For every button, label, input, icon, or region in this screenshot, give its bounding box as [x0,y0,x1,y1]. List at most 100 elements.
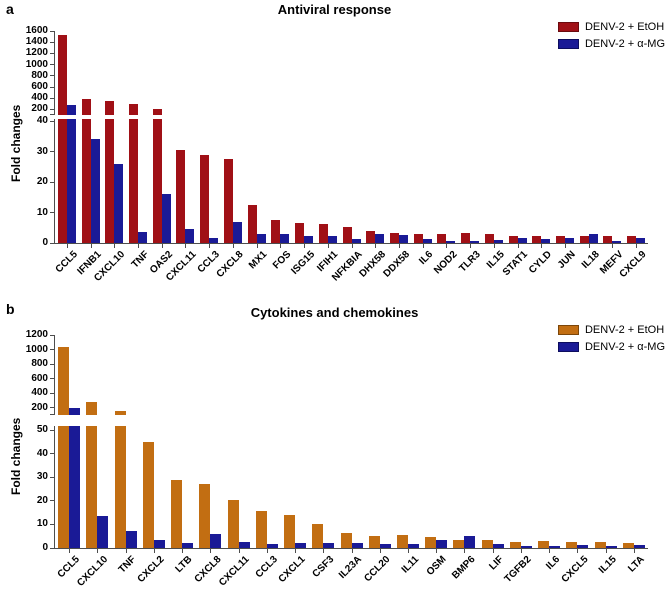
bar-cxcl11-etoh [227,499,239,548]
bar-ifih1-etoh [318,223,328,243]
bar-osm-amg [436,540,448,548]
x-category-label: JUN [555,249,578,271]
bar-cxcl8-etoh [223,159,233,243]
bar-upper-ccl5-amg [69,407,81,415]
legend-item-etoh: DENV-2 + EtOH [557,324,665,336]
legend-item-amg: DENV-2 + α-MG [557,341,665,353]
y-axis-upper [54,31,55,115]
y-tick-label: 400 [31,387,48,399]
bar-upper-ccl5-etoh [57,35,67,115]
legend-item-etoh: DENV-2 + EtOH [557,21,665,33]
x-tick [351,549,353,553]
x-tick [492,549,494,553]
x-tick [66,244,68,248]
bar-il6-etoh [413,233,423,243]
y-tick [50,429,55,431]
bar-tnf-amg [125,531,137,548]
y-tick [50,30,55,32]
y-tick [50,242,55,244]
x-tick [125,549,127,553]
panel-letter-b: b [6,301,15,317]
x-category-label: IL23A [337,554,365,582]
y-tick [50,97,55,99]
bar-upper-ccl5-etoh [58,346,70,415]
y-axis-upper [54,335,55,415]
bar-upper-tnf-etoh [129,104,139,115]
bar-ccl20-etoh [368,536,380,548]
bar-cxcl8-etoh [199,484,211,548]
x-axis [54,243,648,244]
panel-title-cytokines: Cytokines and chemokines [250,305,419,320]
y-tick [50,476,55,478]
x-tick [379,549,381,553]
y-tick-label: 600 [31,81,48,92]
x-tick [636,244,638,248]
x-tick [633,549,635,553]
bar-il6-amg [549,545,561,548]
bar-il15-amg [605,545,617,548]
y-tick-label: 0 [42,542,48,553]
x-tick [256,244,258,248]
bar-ccl3-amg [266,544,278,548]
bar-mx1-etoh [247,204,257,243]
bar-oas2-amg [161,194,171,243]
legend-panel-b: DENV-2 + EtOH DENV-2 + α-MG [557,324,665,353]
bar-cxcl10-amg [114,163,124,243]
x-tick [295,549,297,553]
x-category-label: ISG15 [289,249,317,277]
bar-isg15-amg [304,235,314,243]
bar-stat1-etoh [508,235,518,243]
x-tick [436,549,438,553]
legend-swatch-amg [557,342,579,352]
bar-mefv-etoh [603,236,613,243]
x-tick [351,244,353,248]
x-category-label: TGFB2 [502,554,534,585]
x-tick [612,244,614,248]
legend-swatch-etoh [557,22,579,32]
bar-il23a-amg [351,543,363,548]
x-tick [577,549,579,553]
bar-cxcl2-amg [153,539,165,548]
legend-label-amg: DENV-2 + α-MG [584,38,665,50]
x-category-label: CXCL10 [75,554,111,589]
x-tick [446,244,448,248]
bar-cxcl11-amg [185,229,195,243]
y-tick-label: 200 [31,103,48,115]
x-category-label: CCL5 [53,249,80,276]
bar-ccl5-etoh [58,426,70,548]
panel-title-antiviral: Antiviral response [277,2,392,17]
y-tick [50,334,55,336]
x-tick [407,549,409,553]
x-category-label: CSF3 [310,554,337,580]
bar-tlr3-amg [470,241,480,243]
bar-il15-etoh [594,542,606,548]
x-tick [238,549,240,553]
y-tick [50,108,55,110]
y-tick-label: 30 [36,145,48,157]
bar-mx1-amg [256,233,266,243]
bar-ltb-etoh [171,479,183,548]
bar-ccl5-amg [66,119,76,243]
x-category-label: TLR3 [457,249,483,275]
x-tick [564,244,566,248]
plot-area-antiviral: 200 400 600 800 1000 1200 1400 1600 0 10 20 30 40 CCL… [26,25,649,284]
axis-break-tick [50,114,55,115]
y-tick [50,349,55,351]
x-category-label: OSM [425,554,449,578]
legend-panel-a: DENV-2 + EtOH DENV-2 + α-MG [557,21,665,50]
x-category-label: LIF [487,554,506,573]
y-tick [50,378,55,380]
x-category-label: CXCL1 [276,554,308,585]
x-tick [153,549,155,553]
bar-dhx58-etoh [366,231,376,243]
bar-nod2-amg [446,240,456,243]
bar-il11-etoh [396,535,408,548]
bar-cxcl2-etoh [142,441,154,548]
x-tick [69,549,71,553]
y-axis-lower [54,426,55,549]
y-tick-label: 800 [31,69,48,81]
bar-tnf-etoh [114,426,126,548]
y-tick-label: 200 [31,401,48,413]
bar-il23a-etoh [340,533,352,548]
